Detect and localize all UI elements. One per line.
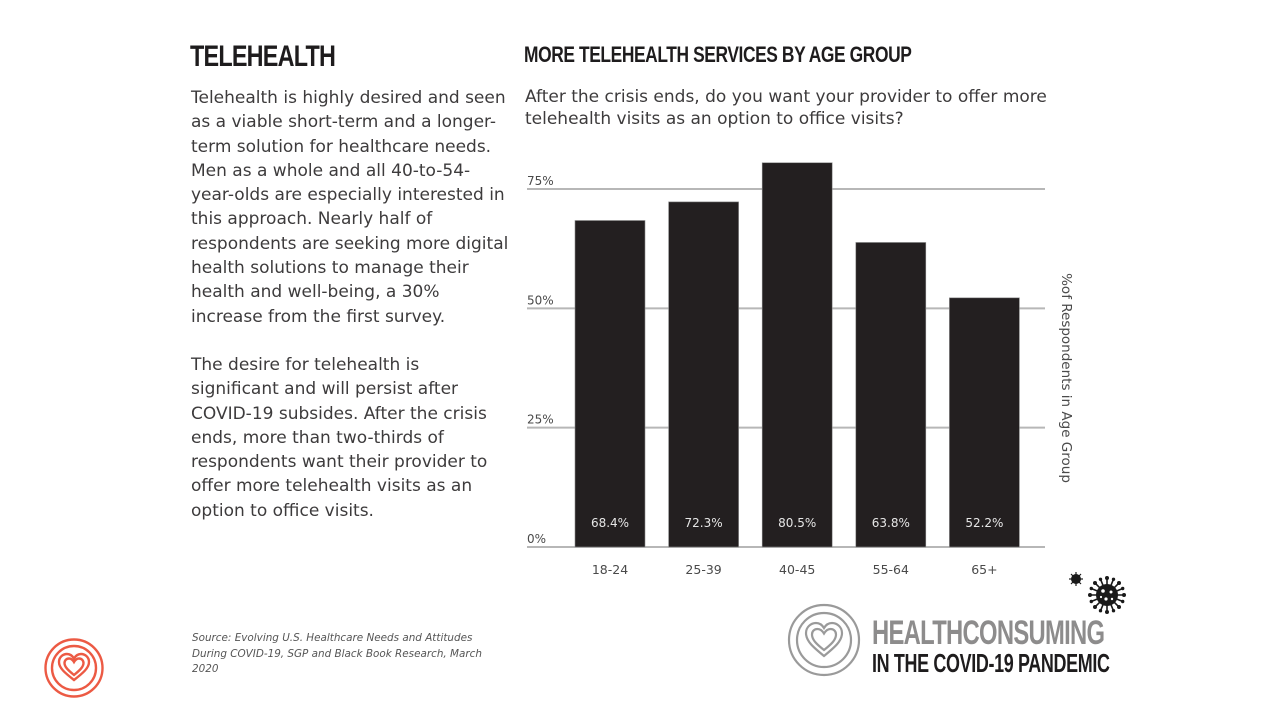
labels: 0% 25% 50% 75% 68.4% 18-24 72.3% 25-39 80.5% 40-4… bbox=[527, 174, 1003, 577]
body-paragraph: The desire for telehealth is significant… bbox=[191, 354, 488, 521]
data-label: 68.4% bbox=[591, 516, 629, 530]
section-body: Telehealth is highly desired and seen as… bbox=[191, 86, 511, 523]
data-label: 72.3% bbox=[685, 516, 723, 530]
brand-subtitle: IN THE COVID-19 PANDEMIC bbox=[872, 648, 1110, 678]
chart-title: MORE TELEHEALTH SERVICES BY AGE GROUP bbox=[524, 42, 912, 67]
source-note: Source: Evolving U.S. Healthcare Needs a… bbox=[192, 632, 482, 675]
bars bbox=[574, 162, 1020, 548]
x-tick-label: 40-45 bbox=[779, 562, 815, 577]
data-label: 80.5% bbox=[778, 516, 816, 530]
data-label: 52.2% bbox=[965, 516, 1003, 530]
bar bbox=[574, 220, 646, 548]
y-tick-label: 50% bbox=[527, 293, 554, 307]
chart-subtitle: After the crisis ends, do you want your … bbox=[525, 87, 1047, 129]
bar bbox=[855, 242, 927, 548]
bar bbox=[949, 297, 1020, 548]
brand-name: HEALTHCONSUMING bbox=[872, 614, 1105, 652]
x-tick-label: 65+ bbox=[971, 562, 997, 577]
y-axis-title: %of Respondents in Age Group bbox=[1058, 273, 1074, 483]
heart-rings-logo-icon bbox=[787, 603, 861, 677]
data-label: 63.8% bbox=[872, 516, 910, 530]
bar bbox=[761, 162, 833, 548]
y-tick-label: 25% bbox=[527, 413, 554, 427]
bar bbox=[668, 201, 739, 548]
x-tick-label: 25-39 bbox=[685, 562, 721, 577]
heart-rings-logo-icon bbox=[44, 638, 104, 698]
x-tick-label: 18-24 bbox=[592, 562, 628, 577]
y-tick-label: 75% bbox=[527, 174, 554, 188]
section-title: TELEHEALTH bbox=[190, 40, 336, 73]
x-tick-label: 55-64 bbox=[873, 562, 909, 577]
body-paragraph: Telehealth is highly desired and seen as… bbox=[191, 88, 509, 327]
y-tick-label: 0% bbox=[527, 532, 546, 546]
virus-icon bbox=[1069, 572, 1126, 614]
